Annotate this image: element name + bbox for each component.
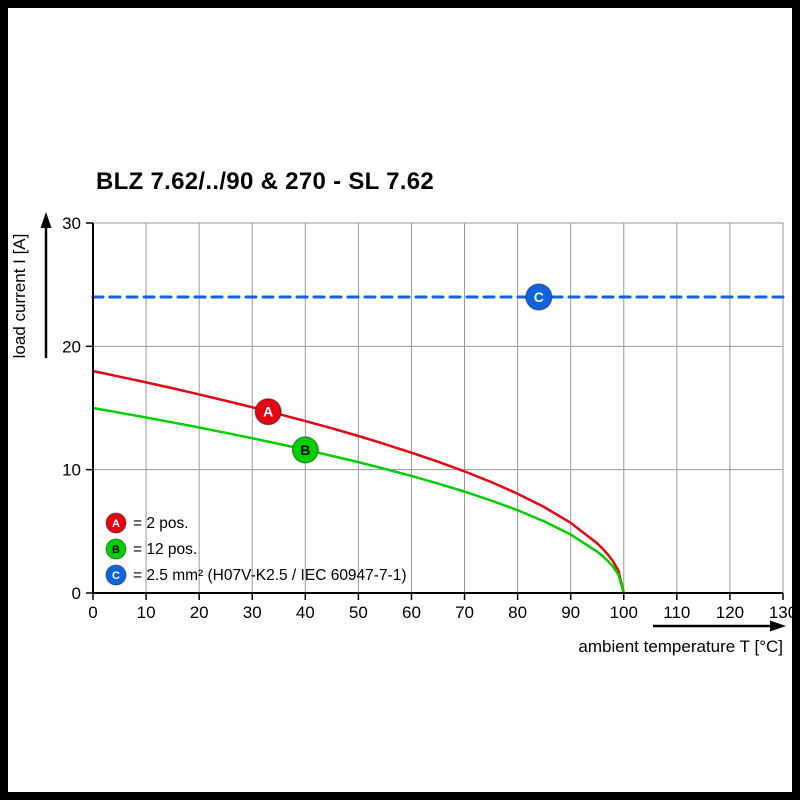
x-tick-label: 10	[137, 603, 156, 622]
marker-C	[525, 283, 553, 311]
legend-item-B: B = 12 pos.	[105, 538, 197, 560]
legend-marker-letter-A: A	[112, 518, 120, 530]
x-tick-label: 0	[88, 603, 97, 622]
y-tick-label: 0	[72, 584, 81, 603]
marker-A-letter: A	[263, 404, 273, 420]
y-axis-label: load current I [A]	[10, 234, 29, 359]
series-A-line	[91, 369, 626, 595]
series-B-line	[91, 406, 626, 595]
x-tick-label: 80	[508, 603, 527, 622]
chart-svg: 0 10 20 30 40 50 60 70 80 90 100 110 120 130 0 10 20 30 lo…	[10, 212, 797, 656]
derating-chart: 0 10 20 30 40 50 60 70 80 90 100 110 120 130 0 10 20 30 lo…	[8, 208, 797, 678]
marker-A	[254, 397, 282, 426]
legend-marker-C	[105, 564, 127, 586]
x-tick-label: 50	[349, 603, 368, 622]
legend-item-A: A = 2 pos.	[105, 512, 189, 534]
legend-label-C: = 2.5 mm² (H07V-K2.5 / IEC 60947-7-1)	[133, 567, 407, 584]
legend-marker-B	[105, 538, 127, 560]
y-tick-label: 30	[62, 214, 81, 233]
y-tick-label: 20	[62, 337, 81, 356]
legend-marker-letter-C: C	[112, 570, 120, 582]
marker-B	[291, 436, 320, 464]
x-tick-label: 40	[296, 603, 315, 622]
x-tick-label: 30	[243, 603, 262, 622]
legend-marker-A	[105, 512, 127, 534]
x-tick-label: 60	[402, 603, 421, 622]
marker-C-letter: C	[534, 289, 544, 305]
legend-item-C: C = 2.5 mm² (H07V-K2.5 / IEC 60947-7-1)	[105, 564, 407, 586]
x-axis-arrow-head	[770, 620, 786, 632]
y-axis-arrow-head	[40, 212, 52, 228]
legend-label-A: = 2 pos.	[133, 515, 189, 532]
marker-B-letter: B	[300, 442, 310, 458]
y-tick-label: 10	[62, 461, 81, 480]
x-tick-label: 130	[769, 603, 797, 622]
x-tick-label: 100	[610, 603, 638, 622]
chart-title: BLZ 7.62/../90 & 270 - SL 7.62	[96, 168, 435, 195]
x-axis-label: ambient temperature T [°C]	[578, 637, 783, 656]
x-tick-label: 110	[663, 603, 690, 622]
legend-marker-letter-B: B	[112, 544, 120, 556]
x-tick-label: 120	[716, 603, 744, 622]
x-tick-label: 20	[190, 603, 209, 622]
x-tick-label: 90	[561, 603, 580, 622]
legend-label-B: = 12 pos.	[133, 541, 197, 558]
x-tick-label: 70	[455, 603, 474, 622]
